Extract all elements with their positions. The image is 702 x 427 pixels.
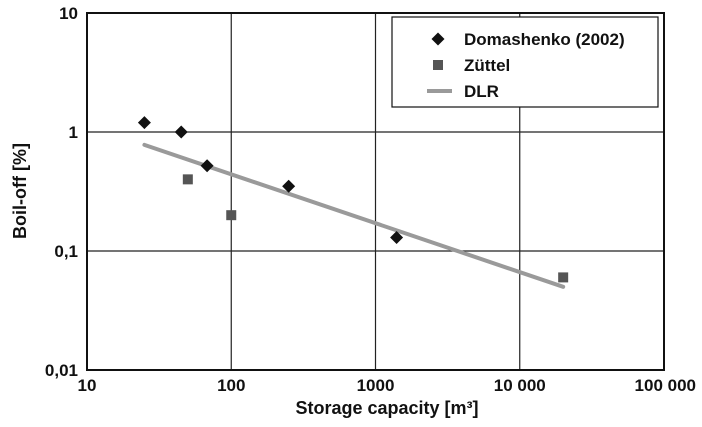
x-tick-label: 100 000 <box>635 376 696 395</box>
zuttel-point <box>558 272 569 283</box>
legend-diamond-swatch <box>431 32 445 46</box>
x-axis-label: Storage capacity [m³] <box>295 398 478 418</box>
x-tick-label: 100 <box>217 376 245 395</box>
tick-labels: 10 100 1000 10 000 100 000 0,01 0,1 1 10 <box>45 4 696 395</box>
legend: Domashenko (2002) Züttel DLR <box>391 16 659 108</box>
legend-label: Züttel <box>464 56 510 75</box>
dlr-fit-line <box>142 142 566 289</box>
y-axis-label: Boil-off [%] <box>10 143 30 239</box>
series <box>137 116 569 289</box>
legend-dlr: DLR <box>427 82 499 101</box>
legend-zuttel: Züttel <box>433 56 510 75</box>
x-tick-label: 10 <box>78 376 97 395</box>
domashenko-point <box>200 159 214 173</box>
domashenko-point <box>282 179 296 193</box>
zuttel-point <box>182 174 193 185</box>
legend-square-swatch <box>433 60 443 70</box>
legend-label: Domashenko (2002) <box>464 30 625 49</box>
zuttel-point <box>226 210 237 221</box>
x-tick-label: 10 000 <box>494 376 546 395</box>
y-tick-label: 0,01 <box>45 361 78 380</box>
y-tick-label: 1 <box>69 123 78 142</box>
domashenko-point <box>174 125 188 139</box>
legend-domashenko: Domashenko (2002) <box>431 30 625 49</box>
y-tick-label: 0,1 <box>54 242 78 261</box>
x-tick-label: 1000 <box>357 376 395 395</box>
y-tick-label: 10 <box>59 4 78 23</box>
domashenko-point <box>137 116 151 130</box>
plot-frame <box>86 12 665 371</box>
legend-label: DLR <box>464 82 499 101</box>
domashenko-point <box>390 230 404 244</box>
